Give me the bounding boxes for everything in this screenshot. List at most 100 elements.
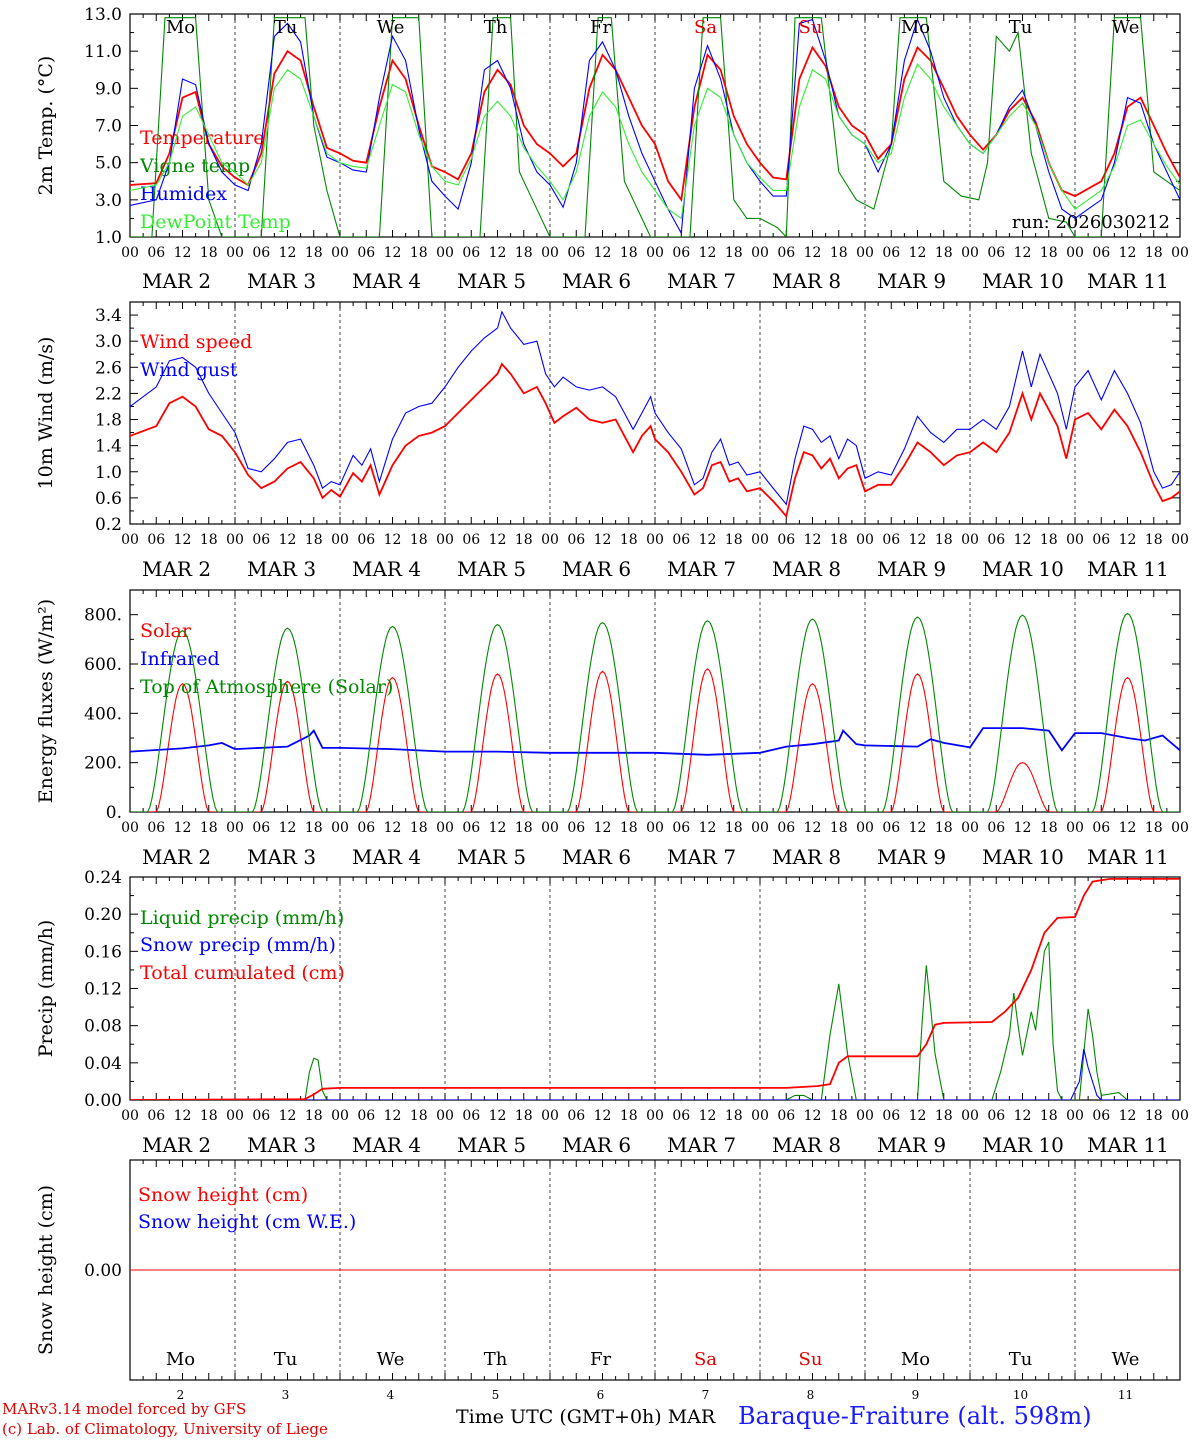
legend-entry: Snow height (cm) — [138, 1184, 308, 1206]
hour-tick-label: 06 — [777, 245, 795, 261]
date-label: MAR 10 — [982, 269, 1064, 293]
date-label: MAR 9 — [877, 1133, 946, 1157]
hour-tick-label: 18 — [620, 820, 638, 836]
hour-tick-label: 18 — [410, 1108, 428, 1124]
date-label: MAR 9 — [877, 269, 946, 293]
time-axis-label: Time UTC (GMT+0h) MAR — [456, 1406, 716, 1428]
y-tick-label: 600. — [84, 655, 122, 675]
hour-tick-label: 12 — [699, 245, 717, 261]
y-tick-label: 3.4 — [95, 306, 122, 326]
hour-tick-label: 00 — [646, 820, 664, 836]
hour-tick-label: 00 — [646, 245, 664, 261]
hour-tick-label: 06 — [672, 245, 690, 261]
y-tick-label: 11.0 — [84, 42, 122, 62]
hour-tick-label: 00 — [121, 245, 139, 261]
hour-tick-label: 18 — [725, 820, 743, 836]
date-label: MAR 11 — [1087, 845, 1169, 869]
day-number: 4 — [387, 1388, 395, 1402]
series-line-total-cumulated-cm- — [130, 878, 1180, 1100]
legend-entry: Snow precip (mm/h) — [140, 934, 336, 956]
date-label: MAR 4 — [352, 557, 421, 581]
hour-tick-label: 12 — [174, 1108, 192, 1124]
hour-tick-label: 18 — [305, 532, 323, 548]
hour-tick-label: 06 — [462, 245, 480, 261]
hour-tick-label: 06 — [252, 532, 270, 548]
hour-tick-label: 12 — [174, 245, 192, 261]
panel-0: 1.0 3.0 5.0 7.0 9.0 11.0 13.0 2m Temp. (°C) 00 06… — [35, 5, 1189, 293]
date-label: MAR 10 — [982, 557, 1064, 581]
station-title: Baraque-Fraiture (alt. 598m) — [738, 1402, 1092, 1430]
day-abbr-bottom: Tu — [274, 1349, 298, 1370]
hour-tick-label: 18 — [1145, 245, 1163, 261]
hour-tick-label: 06 — [987, 245, 1005, 261]
hour-tick-label: 18 — [935, 245, 953, 261]
hour-tick-label: 06 — [882, 1108, 900, 1124]
hour-tick-label: 00 — [1066, 532, 1084, 548]
legend-entry: Infrared — [140, 648, 220, 670]
day-number: 10 — [1013, 1388, 1028, 1402]
hour-tick-label: 00 — [226, 1108, 244, 1124]
series-line-liquid-precip-mm-h- — [130, 941, 1180, 1100]
date-label: MAR 7 — [667, 1133, 736, 1157]
hour-tick-label: 00 — [856, 532, 874, 548]
day-number: 7 — [702, 1388, 710, 1402]
hour-tick-label: 06 — [777, 820, 795, 836]
y-tick-label: 800. — [84, 606, 122, 626]
hour-tick-label: 00 — [121, 1108, 139, 1124]
y-tick-label: 1.0 — [95, 463, 122, 483]
y-tick-label: 400. — [84, 704, 122, 724]
hour-tick-label: 18 — [1145, 1108, 1163, 1124]
hour-tick-label: 12 — [594, 1108, 612, 1124]
hour-tick-label: 00 — [121, 820, 139, 836]
date-label: MAR 5 — [457, 1133, 526, 1157]
hour-tick-label: 00 — [961, 1108, 979, 1124]
date-label: MAR 10 — [982, 845, 1064, 869]
hour-tick-label: 00 — [1066, 820, 1084, 836]
legend-entry: Wind speed — [140, 331, 252, 353]
hour-tick-label: 12 — [279, 820, 297, 836]
hour-tick-label: 00 — [226, 532, 244, 548]
hour-tick-label: 00 — [961, 532, 979, 548]
date-label: MAR 4 — [352, 1133, 421, 1157]
hour-tick-label: 12 — [1014, 532, 1032, 548]
hour-tick-label: 18 — [305, 245, 323, 261]
day-abbr-top: Fr — [590, 17, 611, 38]
date-label: MAR 9 — [877, 557, 946, 581]
day-number: 3 — [282, 1388, 290, 1402]
hour-tick-label: 00 — [1171, 245, 1189, 261]
legend-entry: Liquid precip (mm/h) — [140, 907, 344, 929]
date-label: MAR 3 — [247, 269, 316, 293]
hour-tick-label: 12 — [909, 1108, 927, 1124]
hour-tick-label: 18 — [410, 820, 428, 836]
hour-tick-label: 00 — [541, 532, 559, 548]
hour-tick-label: 00 — [751, 532, 769, 548]
legend-entry: Wind gust — [140, 359, 238, 381]
hour-tick-label: 18 — [515, 1108, 533, 1124]
hour-tick-label: 00 — [226, 820, 244, 836]
hour-tick-label: 00 — [961, 820, 979, 836]
day-number: 2 — [177, 1388, 185, 1402]
legend-entry: Solar — [140, 620, 192, 642]
hour-tick-label: 12 — [1119, 1108, 1137, 1124]
hour-tick-label: 18 — [935, 1108, 953, 1124]
series-line-solar — [130, 668, 1180, 812]
hour-tick-label: 06 — [357, 532, 375, 548]
hour-tick-label: 12 — [699, 820, 717, 836]
legend-entry: Total cumulated (cm) — [140, 962, 345, 984]
date-label: MAR 3 — [247, 845, 316, 869]
hour-tick-label: 18 — [410, 532, 428, 548]
date-label: MAR 6 — [562, 1133, 631, 1157]
hour-tick-label: 18 — [305, 820, 323, 836]
day-abbr-top: Sa — [694, 17, 717, 38]
hour-tick-label: 12 — [279, 532, 297, 548]
day-number: 8 — [807, 1388, 815, 1402]
day-number: 9 — [912, 1388, 920, 1402]
hour-tick-label: 06 — [1092, 820, 1110, 836]
y-tick-label: 2.6 — [95, 358, 122, 378]
date-label: MAR 5 — [457, 557, 526, 581]
hour-tick-label: 12 — [384, 245, 402, 261]
hour-tick-label: 06 — [1092, 1108, 1110, 1124]
date-label: MAR 11 — [1087, 1133, 1169, 1157]
hour-tick-label: 18 — [1040, 532, 1058, 548]
hour-tick-label: 06 — [672, 820, 690, 836]
